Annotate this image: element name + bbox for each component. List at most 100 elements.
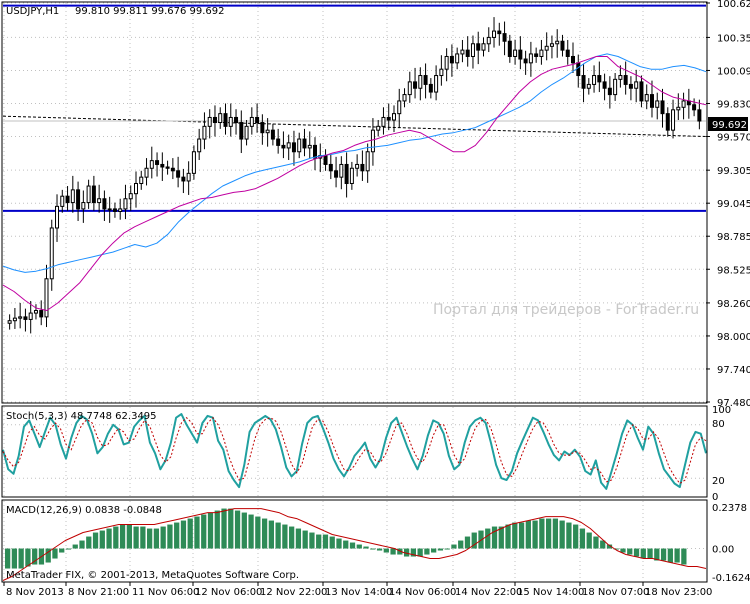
candle-body (60, 195, 65, 207)
stoch-main-line (2, 413, 707, 490)
candle-body (133, 183, 138, 195)
candle-body (581, 75, 586, 89)
candle-body (402, 94, 407, 102)
stoch-tick-label: 80 (712, 419, 725, 430)
candle-body (160, 163, 165, 168)
macd-bar (275, 522, 281, 549)
candle-body (23, 316, 28, 320)
macd-bar (654, 548, 660, 561)
main-panel-border (1, 1, 708, 404)
macd-bar (180, 520, 187, 549)
macd-bar (248, 514, 254, 549)
macd-bar (167, 524, 173, 549)
macd-bar (640, 548, 646, 559)
macd-bar (417, 548, 423, 557)
macd-bar (133, 526, 139, 549)
candle-body (123, 198, 128, 210)
macd-bar (322, 534, 329, 549)
macd-bar (295, 528, 302, 549)
macd-bar (539, 518, 545, 549)
candle-body (607, 87, 612, 96)
candle-body (528, 53, 533, 64)
candle-body (502, 33, 507, 42)
candle-body (265, 129, 270, 134)
candle-body (449, 55, 454, 64)
macd-bar (674, 548, 680, 563)
macd-bar (349, 542, 356, 549)
candle-body (523, 58, 528, 64)
price-tick-label: 98.000 (717, 332, 750, 343)
candle-body (549, 43, 554, 47)
macd-bar (390, 548, 396, 555)
candle-body (534, 53, 539, 57)
price-tick-label: 98.525 (717, 265, 750, 276)
candle-body (70, 189, 75, 204)
candle-body (276, 138, 281, 146)
stoch-panel-border (1, 405, 708, 498)
candle-body (481, 43, 486, 51)
macd-bar (228, 508, 234, 549)
macd-bar (579, 528, 586, 549)
candle-body (360, 163, 365, 172)
macd-bar (160, 526, 166, 549)
candle-body (586, 83, 591, 89)
candle-body (313, 144, 318, 159)
candle-body (455, 53, 460, 64)
candle-body (681, 100, 686, 108)
macd-bar (207, 512, 214, 549)
candle-body (112, 208, 117, 212)
candle-body (344, 163, 349, 185)
price-tick-label: 100.621 (717, 0, 750, 10)
macd-bar (627, 548, 633, 555)
candle-body (339, 163, 344, 178)
macd-bar (126, 524, 132, 549)
candle-body (139, 176, 144, 185)
candle-body (302, 138, 307, 149)
candle-body (413, 81, 418, 89)
macd-bar (464, 536, 471, 549)
macd-bar (153, 528, 160, 549)
candle-body (255, 116, 260, 124)
macd-bar (586, 532, 592, 549)
candle-body (28, 312, 33, 320)
candle-body (349, 167, 354, 185)
macd-bar (403, 548, 410, 557)
candle-body (44, 278, 49, 318)
price-tick-label: 98.785 (717, 232, 750, 243)
macd-bar (106, 528, 112, 549)
candle-body (576, 62, 581, 77)
moving-averages (2, 53, 707, 311)
main-grid (3, 2, 706, 403)
candle-body (513, 49, 518, 57)
candle-body (423, 75, 428, 85)
price-tick-label: 100.350 (717, 33, 750, 44)
candle-body (239, 122, 244, 140)
macd-bar (451, 544, 457, 549)
macd-bar (79, 540, 85, 549)
candle-body (602, 81, 607, 89)
macd-bar (289, 526, 295, 549)
macd-bar (214, 510, 220, 549)
candle-body (660, 100, 665, 115)
macd-bar (234, 510, 241, 549)
candle-body (97, 198, 102, 204)
macd-bar (302, 530, 308, 549)
macd-signal-line (2, 508, 707, 581)
macd-bar (613, 548, 619, 550)
candle-body (39, 310, 44, 318)
candle-body (212, 116, 217, 124)
candle-body (560, 40, 565, 51)
candle-body (676, 106, 681, 111)
candle-body (286, 142, 291, 149)
macd-bar (478, 530, 484, 549)
macd-bar (593, 536, 599, 549)
stochastic-lines (2, 413, 707, 490)
ma-fast-line (2, 56, 707, 311)
candle-body (623, 75, 628, 85)
candle-body (291, 142, 296, 153)
candle-body (428, 83, 433, 93)
candle-body (407, 81, 412, 96)
candle-body (18, 316, 23, 319)
